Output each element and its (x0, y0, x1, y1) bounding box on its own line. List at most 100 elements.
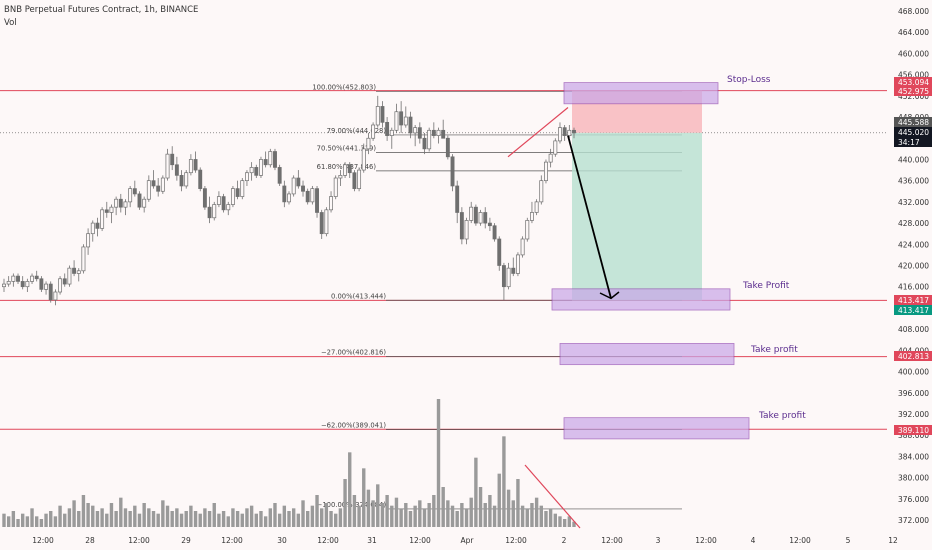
candle[interactable] (179, 170, 184, 192)
candle[interactable] (511, 257, 516, 277)
candle[interactable] (515, 252, 520, 277)
candle[interactable] (553, 138, 558, 157)
rising-wedge-trendline[interactable] (507, 107, 569, 158)
candle[interactable] (165, 148, 170, 181)
candle[interactable] (455, 180, 460, 224)
candle[interactable] (548, 148, 553, 168)
candle[interactable] (282, 180, 287, 208)
candle[interactable] (128, 185, 133, 208)
candle[interactable] (174, 156, 179, 181)
candle[interactable] (76, 268, 81, 282)
price-axis-label[interactable]: 389.110 (894, 425, 932, 435)
candle[interactable] (520, 236, 525, 258)
candle[interactable] (506, 262, 511, 290)
candle[interactable] (53, 289, 58, 306)
candle[interactable] (6, 276, 11, 287)
candle[interactable] (202, 185, 207, 210)
candle[interactable] (20, 276, 25, 290)
candle[interactable] (90, 220, 95, 242)
candle[interactable] (329, 191, 333, 213)
price-zone-box[interactable] (559, 343, 735, 366)
candle[interactable] (160, 175, 165, 194)
candle[interactable] (562, 124, 567, 141)
candle[interactable] (492, 223, 497, 242)
candle[interactable] (249, 162, 254, 181)
candle[interactable] (357, 167, 362, 192)
candle[interactable] (403, 106, 408, 128)
candle[interactable] (333, 175, 338, 200)
price-axis-label[interactable]: 445.588 (894, 117, 932, 127)
candle[interactable] (525, 217, 530, 242)
candle[interactable] (473, 204, 478, 226)
candle[interactable] (567, 124, 572, 139)
candle[interactable] (212, 201, 217, 221)
candle[interactable] (371, 122, 376, 141)
candle[interactable] (81, 244, 86, 274)
candle[interactable] (413, 124, 418, 147)
candle[interactable] (100, 207, 105, 232)
candle[interactable] (277, 164, 282, 186)
candle[interactable] (67, 265, 72, 287)
candle[interactable] (366, 132, 371, 155)
candle[interactable] (198, 167, 203, 192)
candle[interactable] (459, 207, 464, 245)
candle[interactable] (296, 170, 301, 189)
candle[interactable] (142, 196, 147, 213)
price-axis-label[interactable]: 402.813 (894, 351, 932, 361)
candle[interactable] (72, 260, 77, 277)
price-zone-box[interactable] (563, 82, 719, 105)
candle[interactable] (319, 209, 324, 239)
short-arrow[interactable] (567, 135, 612, 299)
candle[interactable] (95, 217, 100, 237)
candle[interactable] (361, 143, 366, 173)
candle[interactable] (375, 95, 380, 128)
candle[interactable] (427, 127, 432, 152)
candle[interactable] (137, 191, 142, 210)
candle[interactable] (478, 209, 483, 226)
candle[interactable] (534, 199, 539, 216)
candle[interactable] (216, 191, 221, 208)
candle[interactable] (310, 185, 315, 205)
candle[interactable] (58, 276, 63, 295)
candle[interactable] (497, 236, 502, 271)
candle[interactable] (39, 276, 44, 293)
candle[interactable] (539, 175, 544, 205)
candle[interactable] (450, 154, 455, 192)
candle[interactable] (417, 122, 422, 144)
price-axis-label[interactable]: 413.417 (894, 305, 932, 315)
candle[interactable] (170, 146, 175, 171)
candle[interactable] (558, 122, 562, 144)
candle[interactable] (394, 103, 399, 133)
candle[interactable] (235, 180, 240, 200)
candle[interactable] (86, 228, 91, 255)
price-zone-box[interactable] (563, 417, 750, 440)
candle[interactable] (380, 101, 385, 128)
candle[interactable] (544, 159, 548, 184)
candle[interactable] (408, 111, 413, 139)
candle[interactable] (146, 175, 151, 202)
candle[interactable] (464, 217, 469, 245)
candle[interactable] (305, 188, 310, 205)
candle[interactable] (487, 217, 492, 232)
candle[interactable] (469, 201, 474, 224)
price-axis-label[interactable]: 445.020 (894, 127, 932, 137)
candle[interactable] (48, 281, 53, 303)
candle[interactable] (34, 270, 39, 282)
candle[interactable] (25, 278, 30, 293)
candle[interactable] (230, 185, 235, 208)
candle[interactable] (273, 148, 277, 171)
candle[interactable] (30, 273, 34, 285)
candle[interactable] (263, 151, 268, 168)
candle[interactable] (268, 148, 273, 168)
candle[interactable] (188, 154, 193, 176)
candle[interactable] (315, 185, 319, 218)
candle[interactable] (109, 204, 114, 224)
candle[interactable] (118, 193, 123, 213)
candle[interactable] (151, 170, 156, 189)
candle[interactable] (254, 164, 259, 179)
candle[interactable] (436, 127, 441, 144)
candle[interactable] (123, 199, 128, 216)
candle[interactable] (483, 207, 488, 229)
candle[interactable] (431, 122, 436, 139)
